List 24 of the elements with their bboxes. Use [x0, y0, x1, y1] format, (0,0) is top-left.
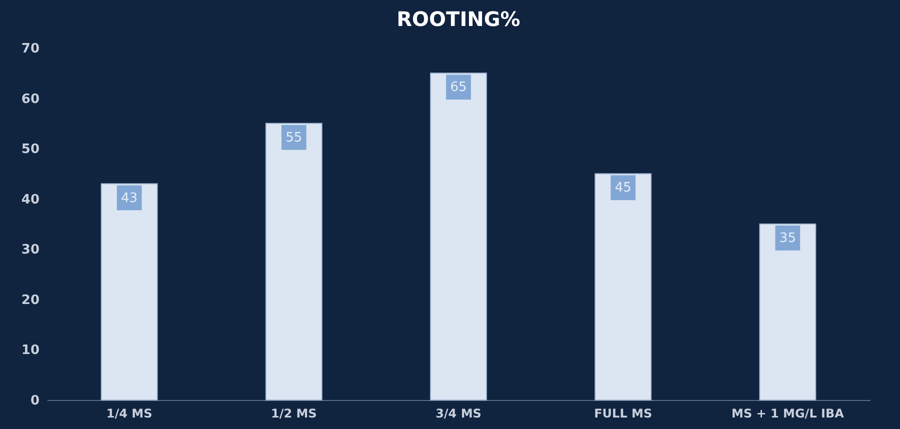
y-tick-label: 10: [21, 343, 40, 358]
data-label: 35: [779, 231, 796, 246]
bar: [594, 173, 652, 400]
chart-title: ROOTING%: [396, 7, 520, 31]
x-tick-label: 1/2 MS: [270, 406, 317, 420]
bar: [265, 122, 322, 400]
data-label: 65: [450, 80, 467, 96]
x-tick-label: 3/4 MS: [436, 406, 482, 420]
data-label: 55: [286, 130, 302, 146]
x-tick-label: MS + 1 MG/L IBA: [731, 406, 845, 420]
bar: [759, 224, 816, 400]
x-tick-label: FULL MS: [594, 406, 652, 420]
y-tick-label: 40: [21, 192, 40, 208]
bar: [100, 183, 158, 400]
y-tick-label: 20: [21, 292, 40, 308]
y-tick-label: 0: [30, 394, 40, 408]
y-tick-label: 60: [21, 92, 40, 107]
y-tick-label: 30: [21, 242, 40, 258]
data-label: 43: [121, 190, 138, 206]
x-tick-label: 1/4 MS: [106, 406, 152, 420]
y-tick-label: 50: [21, 142, 40, 158]
bar: [430, 72, 487, 400]
data-label: 45: [614, 180, 632, 196]
y-tick-label: 70: [21, 42, 40, 56]
